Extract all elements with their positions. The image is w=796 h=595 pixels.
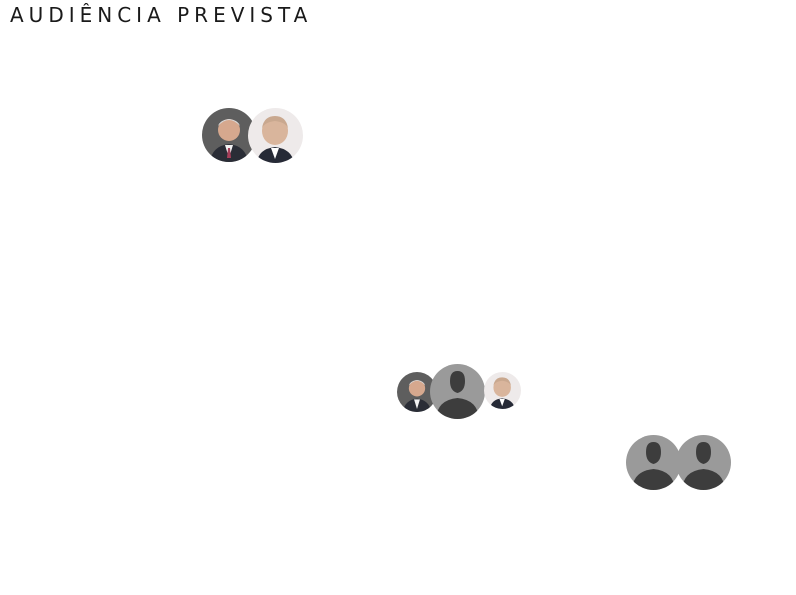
avatar[interactable] — [202, 108, 256, 162]
person-photo-icon — [202, 108, 256, 162]
person-silhouette-icon — [626, 435, 681, 490]
person-photo-icon — [248, 108, 303, 163]
avatar-placeholder[interactable] — [626, 435, 681, 490]
person-photo-icon — [484, 372, 521, 409]
page-title: AUDIÊNCIA PREVISTA — [10, 3, 313, 27]
avatar-placeholder[interactable] — [430, 364, 485, 419]
avatar-placeholder[interactable] — [676, 435, 731, 490]
avatar[interactable] — [248, 108, 303, 163]
person-photo-icon — [397, 372, 437, 412]
person-silhouette-icon — [430, 364, 485, 419]
avatar[interactable] — [484, 372, 521, 409]
person-silhouette-icon — [676, 435, 731, 490]
avatar[interactable] — [397, 372, 437, 412]
